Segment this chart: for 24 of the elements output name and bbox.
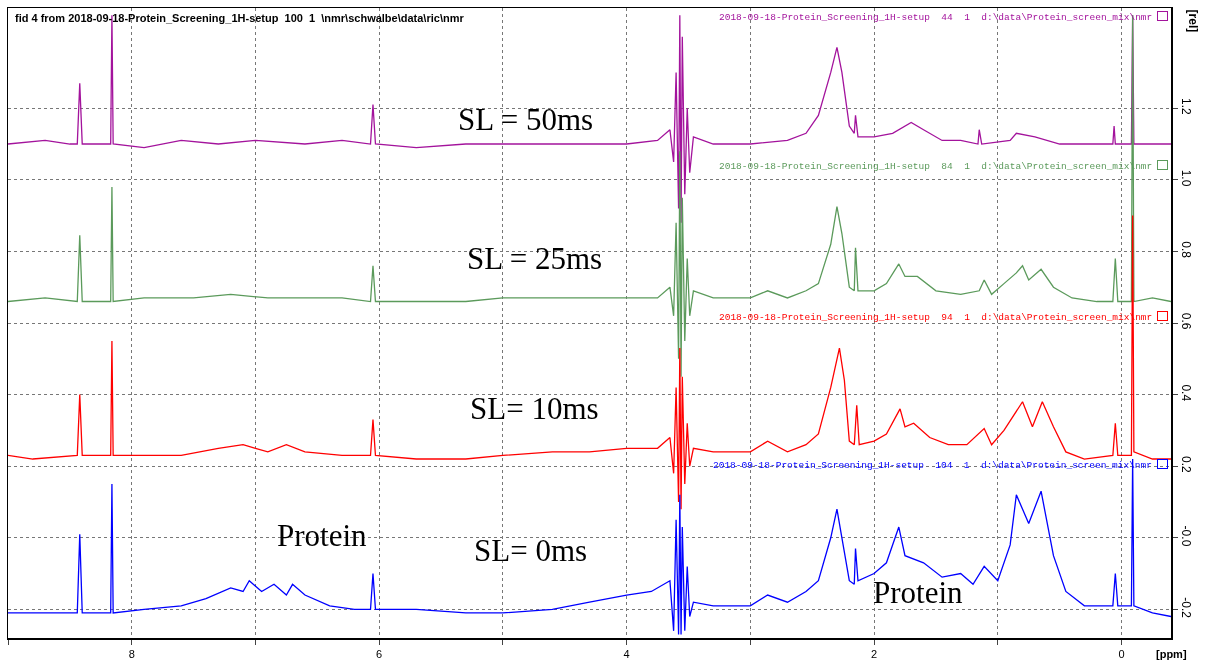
y-tick-label: 0.4 <box>1179 384 1194 402</box>
x-tick-label: 0 <box>1118 647 1125 660</box>
x-tick-label: 2 <box>871 647 878 660</box>
y-tick-label: 1.0 <box>1179 169 1194 187</box>
annotation: SL = 50ms <box>458 102 594 137</box>
y-tick-label: -0.2 <box>1179 597 1194 619</box>
annotation: SL= 0ms <box>474 533 588 568</box>
x-tick-label: 6 <box>376 647 383 660</box>
annotation: Protein <box>277 518 368 553</box>
y-tick-label: 1.2 <box>1179 98 1194 116</box>
y-tick-label: 0.8 <box>1179 241 1194 259</box>
annotation: Protein <box>873 575 964 610</box>
y-tick-label: 0.6 <box>1179 312 1194 330</box>
line-series <box>8 458 1171 636</box>
y-tick-label: -0.0 <box>1179 525 1194 547</box>
line-series <box>8 214 1171 510</box>
y-axis-title: [rel] <box>1186 9 1201 33</box>
annotation: SL = 25ms <box>467 241 603 276</box>
x-tick-label: 4 <box>623 647 630 660</box>
y-tick-label: 0.2 <box>1179 456 1194 474</box>
x-axis-title: [ppm] <box>1156 648 1187 660</box>
chart-title: fid 4 from 2018-09-18-Protein_Screening_1H-setup 100 1 \nmr\schwalbe\data\ric\nmr <box>15 12 465 24</box>
x-tick-label: 8 <box>128 647 135 660</box>
annotation: SL= 10ms <box>470 391 599 426</box>
